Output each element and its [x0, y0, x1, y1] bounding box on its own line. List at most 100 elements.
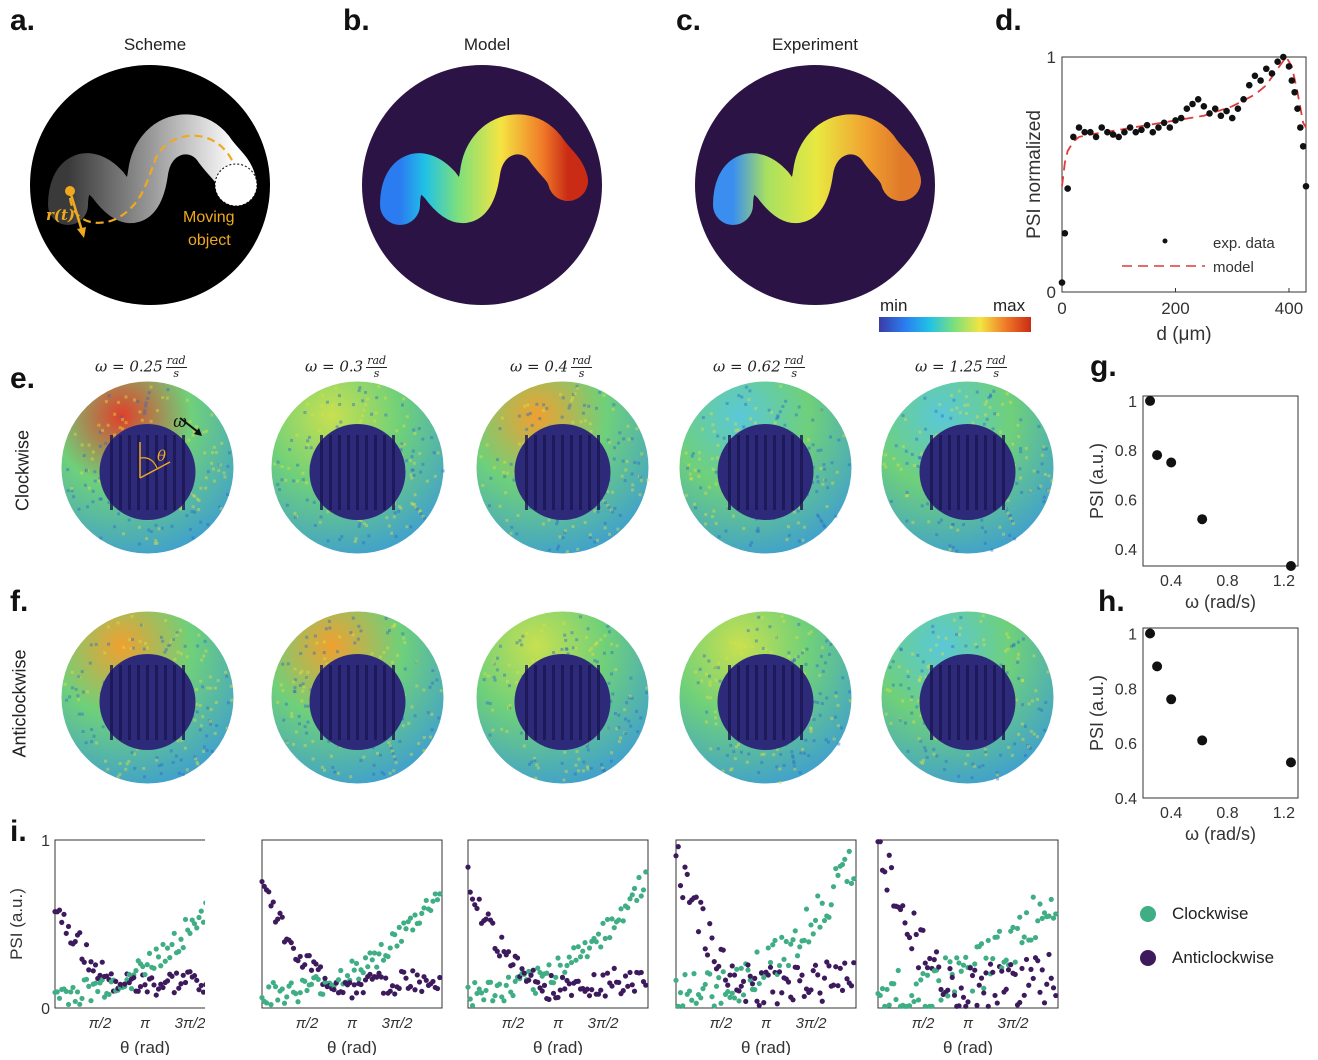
anticlockwise-point — [629, 982, 635, 988]
clockwise-point — [65, 1001, 72, 1008]
anticlockwise-point — [108, 971, 114, 977]
clockwise-point — [677, 990, 684, 996]
anticlockwise-point — [279, 914, 285, 920]
anticlockwise-point — [725, 982, 731, 988]
exp-data-point — [1189, 100, 1196, 108]
clockwise-point — [396, 924, 402, 930]
anticlockwise-point — [1028, 966, 1034, 972]
clockwise-point — [279, 986, 285, 992]
title-scheme: Scheme — [123, 35, 187, 54]
anticlockwise-point — [837, 965, 843, 971]
clockwise-point — [562, 969, 568, 975]
anticlockwise-point — [638, 969, 644, 976]
anticlockwise-point — [745, 962, 751, 968]
clockwise-point — [72, 998, 78, 1005]
clockwise-point — [938, 997, 944, 1003]
legend-exp-marker — [1162, 238, 1168, 244]
clockwise-point — [555, 955, 561, 961]
anticlockwise-point — [288, 940, 294, 946]
clockwise-point — [846, 848, 852, 854]
clockwise-point — [371, 950, 378, 956]
clockwise-point — [631, 885, 638, 892]
anticlockwise-point — [297, 953, 303, 960]
anticlockwise-point — [611, 965, 617, 971]
anticlockwise-point — [992, 992, 998, 999]
anticlockwise-point — [416, 979, 423, 985]
clockwise-point — [79, 995, 85, 1002]
x-axis-label: θ (rad) — [327, 1038, 377, 1055]
anticlockwise-point — [164, 978, 171, 984]
clockwise-point — [819, 900, 825, 906]
anticlockwise-point — [555, 994, 561, 1001]
anticlockwise-point — [1012, 971, 1018, 978]
clockwise-point — [884, 986, 890, 993]
anticlockwise-point — [485, 911, 491, 917]
clockwise-point — [693, 1000, 699, 1006]
anticlockwise-point — [437, 974, 443, 981]
anticlockwise-point — [684, 871, 690, 877]
plot-frame — [675, 839, 857, 1009]
anticlockwise-point — [510, 962, 516, 968]
chart-g: 0.4 0.8 1.2 0.4 0.6 0.8 1 ω (rad/s) PSI (a.u.) — [1087, 394, 1299, 612]
omega-label-value: ω = 1.25 — [915, 357, 983, 376]
anticlockwise-point — [882, 869, 888, 875]
anticlockwise-point — [698, 899, 704, 905]
panel-letter-i: i. — [10, 815, 27, 848]
anticlockwise-point — [913, 931, 919, 938]
clockwise-point — [794, 953, 801, 959]
clockwise-point — [602, 935, 608, 942]
anticlockwise-point — [1039, 967, 1045, 973]
clockwise-point — [430, 898, 436, 904]
clockwise-point — [698, 995, 704, 1001]
anticlockwise-point — [886, 852, 892, 858]
x-tick-label: 3π/2 — [796, 1015, 828, 1032]
clockwise-point — [909, 992, 915, 999]
exp-data-point — [1288, 77, 1296, 84]
panel-letter-d: d. — [995, 4, 1022, 37]
anticlockwise-point — [752, 975, 758, 981]
exp-data-point — [1294, 105, 1301, 112]
exp-data-point — [1285, 63, 1293, 70]
anticlockwise-point — [897, 906, 904, 913]
clockwise-point — [360, 970, 366, 976]
anticlockwise-point — [785, 979, 792, 985]
clockwise-point — [505, 974, 512, 980]
clockwise-point — [1021, 934, 1027, 940]
panel-letter-h: h. — [1098, 585, 1125, 618]
clockwise-point — [839, 861, 846, 868]
clockwise-point — [783, 938, 789, 945]
anticlockwise-point — [169, 973, 175, 979]
x-tick-label: 0.8 — [1216, 805, 1238, 822]
clockwise-point — [616, 917, 622, 923]
clockwise-point — [380, 957, 387, 963]
clockwise-point — [792, 928, 798, 934]
clockwise-point — [580, 948, 586, 954]
model-heatmap — [362, 65, 602, 305]
clockwise-point — [911, 998, 917, 1005]
clockwise-point — [77, 1001, 83, 1007]
anticlockwise-point — [967, 965, 973, 971]
clockwise-point — [351, 967, 357, 973]
anticlockwise-point — [826, 963, 832, 969]
exp-data-point — [1302, 182, 1310, 190]
panel-letter-a: a. — [10, 4, 36, 37]
model-line — [1061, 55, 1307, 187]
x-tick-label: π/2 — [502, 1015, 525, 1032]
anticlockwise-point — [643, 982, 649, 988]
clockwise-point — [929, 1003, 935, 1009]
clockwise-point — [947, 959, 953, 965]
exp-data-point — [1092, 133, 1100, 141]
anticlockwise-point — [848, 983, 855, 989]
anticlockwise-point — [99, 959, 105, 965]
anticlockwise-point — [347, 980, 353, 986]
clockwise-point — [362, 955, 369, 961]
clockwise-point — [848, 880, 855, 887]
anticlockwise-point — [595, 991, 602, 997]
anticlockwise-point — [1003, 986, 1009, 992]
clockwise-point — [68, 989, 74, 995]
anticlockwise-point — [1019, 965, 1025, 972]
anticlockwise-point — [530, 967, 536, 973]
clockwise-heatmap-2 — [476, 381, 650, 554]
exp-data-point — [1257, 77, 1264, 84]
clockwise-point — [434, 897, 441, 903]
